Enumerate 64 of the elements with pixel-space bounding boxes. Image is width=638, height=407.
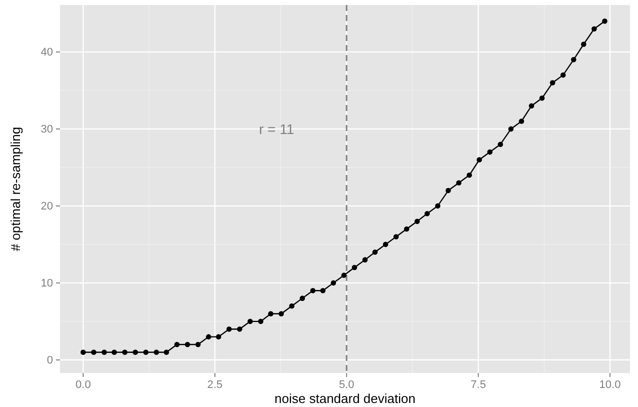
point bbox=[382, 242, 388, 248]
y-tick-label: 30 bbox=[40, 123, 53, 136]
point bbox=[487, 149, 493, 155]
point bbox=[393, 234, 399, 240]
point bbox=[258, 318, 264, 324]
point bbox=[414, 218, 420, 224]
point bbox=[226, 326, 232, 332]
point bbox=[102, 350, 107, 355]
y-tick-label: 40 bbox=[40, 46, 53, 58]
point bbox=[112, 350, 117, 355]
point bbox=[404, 226, 410, 232]
point bbox=[289, 303, 294, 309]
point bbox=[310, 288, 316, 294]
point bbox=[550, 80, 556, 86]
x-tick-label: 10.0 bbox=[599, 378, 621, 391]
point bbox=[320, 288, 326, 294]
point bbox=[362, 257, 368, 262]
y-tick-label: 20 bbox=[40, 200, 53, 212]
x-tick-label: 7.5 bbox=[470, 378, 486, 391]
point bbox=[341, 272, 347, 278]
point bbox=[456, 180, 462, 186]
x-tick-label: 2.5 bbox=[207, 378, 223, 391]
point bbox=[466, 172, 472, 178]
point bbox=[154, 350, 160, 355]
y-tick-label: 10 bbox=[40, 277, 53, 290]
point bbox=[435, 203, 440, 209]
point bbox=[268, 311, 274, 316]
point bbox=[91, 350, 96, 355]
point bbox=[330, 280, 336, 286]
point bbox=[424, 210, 430, 216]
y-axis-title: # optimal re-sampling bbox=[8, 126, 23, 252]
point bbox=[580, 42, 586, 47]
point bbox=[195, 342, 201, 348]
point bbox=[446, 188, 451, 194]
point bbox=[143, 350, 149, 355]
point bbox=[476, 157, 482, 162]
point bbox=[122, 350, 128, 355]
point bbox=[602, 18, 608, 24]
point bbox=[216, 334, 222, 340]
annotation: r = 11 bbox=[259, 120, 294, 137]
point bbox=[570, 57, 576, 62]
point bbox=[278, 311, 284, 316]
x-tick-label: 5.0 bbox=[338, 378, 354, 391]
point bbox=[174, 342, 180, 348]
y-tick-label: 0 bbox=[46, 354, 53, 366]
point bbox=[132, 350, 138, 355]
point bbox=[560, 72, 566, 78]
point bbox=[372, 249, 378, 255]
point bbox=[518, 118, 524, 124]
point bbox=[300, 296, 305, 301]
point bbox=[184, 342, 190, 348]
point bbox=[206, 334, 212, 340]
point bbox=[164, 350, 170, 355]
x-tick-label: 0.0 bbox=[76, 378, 91, 391]
point bbox=[498, 142, 504, 147]
point bbox=[352, 264, 358, 270]
point bbox=[528, 103, 534, 108]
point bbox=[592, 26, 597, 32]
point bbox=[80, 350, 86, 355]
point bbox=[236, 326, 242, 332]
point bbox=[539, 96, 545, 101]
point bbox=[508, 126, 514, 132]
x-axis-title: noise standard deviation bbox=[274, 391, 416, 406]
point bbox=[248, 318, 253, 324]
